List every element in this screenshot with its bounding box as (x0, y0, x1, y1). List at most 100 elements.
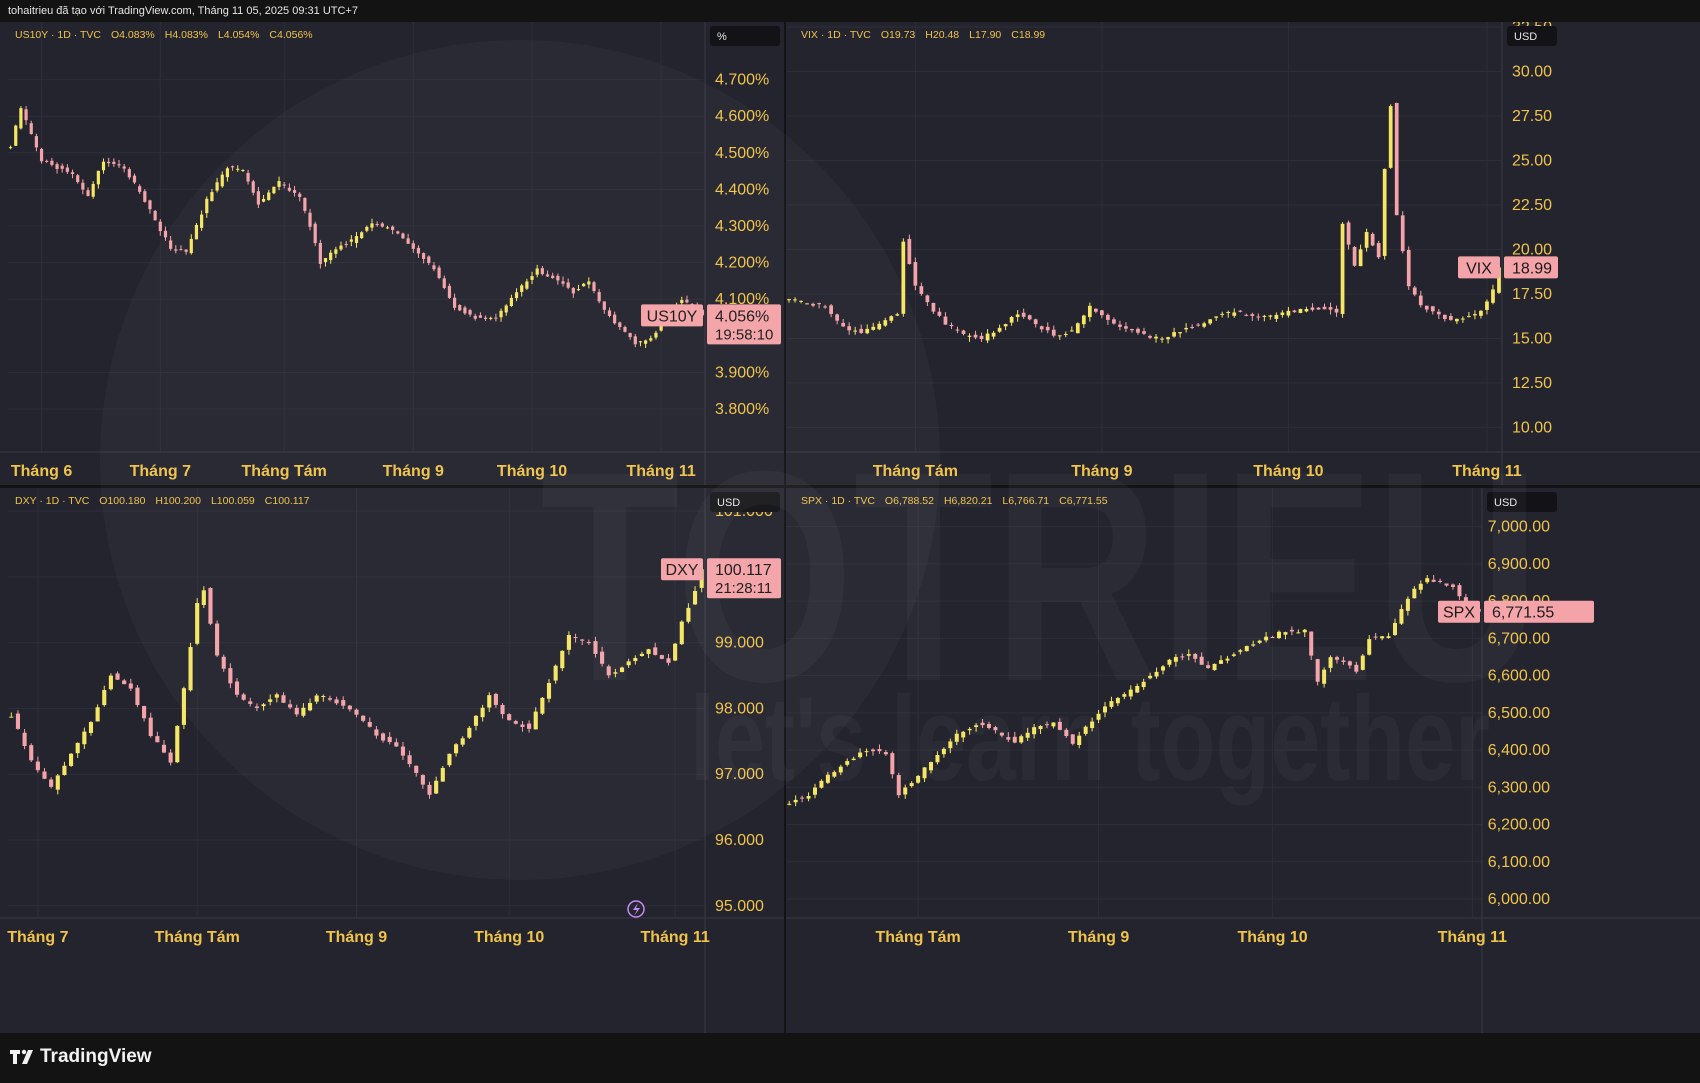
candle[interactable] (811, 302, 815, 308)
candle[interactable] (799, 300, 803, 304)
candle[interactable] (1354, 661, 1359, 674)
candle[interactable] (1418, 290, 1423, 308)
candle[interactable] (864, 748, 869, 757)
candle[interactable] (1436, 309, 1441, 319)
candle[interactable] (22, 729, 27, 750)
candle[interactable] (248, 697, 253, 707)
candle[interactable] (1208, 318, 1213, 326)
candle[interactable] (527, 720, 532, 733)
candle[interactable] (606, 664, 611, 679)
candle[interactable] (494, 313, 498, 322)
candle[interactable] (175, 725, 180, 763)
candle[interactable] (1268, 314, 1273, 320)
candle[interactable] (586, 639, 591, 645)
candle[interactable] (525, 278, 529, 291)
candle[interactable] (241, 692, 246, 701)
candle[interactable] (230, 165, 235, 171)
candle[interactable] (931, 302, 936, 314)
candle[interactable] (576, 284, 581, 291)
candle[interactable] (380, 222, 384, 228)
candle[interactable] (1341, 656, 1346, 665)
candle[interactable] (1298, 308, 1303, 314)
candle[interactable] (1212, 663, 1217, 671)
candle[interactable] (1202, 321, 1207, 329)
candle[interactable] (8, 145, 13, 150)
candle[interactable] (1219, 655, 1223, 665)
candle[interactable] (1045, 322, 1050, 334)
candle[interactable] (473, 715, 479, 731)
candle[interactable] (974, 723, 979, 732)
candle[interactable] (626, 658, 631, 668)
candle[interactable] (890, 751, 895, 779)
candle[interactable] (374, 726, 379, 739)
candle[interactable] (1070, 734, 1075, 746)
candle[interactable] (901, 238, 906, 317)
candle[interactable] (639, 651, 644, 657)
candle[interactable] (1425, 575, 1430, 584)
candle[interactable] (268, 694, 273, 706)
candle[interactable] (195, 598, 200, 646)
candle[interactable] (102, 685, 107, 707)
candle[interactable] (1382, 168, 1387, 260)
candle[interactable] (387, 732, 392, 745)
candle[interactable] (1302, 628, 1307, 638)
candle[interactable] (468, 308, 472, 317)
candle[interactable] (181, 686, 186, 730)
candle[interactable] (158, 218, 162, 236)
candle[interactable] (1032, 724, 1037, 739)
candle[interactable] (288, 699, 293, 710)
candle[interactable] (210, 188, 214, 202)
candle[interactable] (400, 741, 406, 761)
candle[interactable] (1148, 334, 1152, 340)
candle[interactable] (686, 603, 691, 624)
candle[interactable] (1262, 314, 1267, 322)
currency-badge[interactable] (710, 26, 780, 46)
candle[interactable] (903, 784, 908, 799)
candle[interactable] (1160, 336, 1164, 343)
candle[interactable] (877, 744, 882, 754)
candle[interactable] (174, 245, 178, 254)
candle[interactable] (367, 717, 372, 728)
candle[interactable] (1172, 327, 1176, 338)
candle[interactable] (1173, 654, 1178, 667)
candle[interactable] (1225, 655, 1230, 664)
candle[interactable] (1283, 631, 1288, 640)
last-price-tag[interactable] (1504, 256, 1558, 279)
candle[interactable] (600, 646, 605, 667)
candle[interactable] (267, 189, 271, 201)
candle[interactable] (500, 703, 505, 719)
candle[interactable] (385, 225, 390, 230)
candle[interactable] (560, 650, 565, 672)
candle[interactable] (813, 783, 817, 799)
candle[interactable] (922, 767, 927, 782)
candle[interactable] (1057, 718, 1062, 731)
candle[interactable] (580, 638, 585, 646)
candle[interactable] (832, 770, 837, 778)
candle[interactable] (370, 218, 374, 232)
candle[interactable] (153, 210, 157, 221)
candle[interactable] (1412, 586, 1417, 599)
candle[interactable] (274, 692, 279, 703)
candle[interactable] (499, 308, 503, 322)
candle[interactable] (225, 166, 230, 182)
candle[interactable] (1270, 635, 1275, 639)
candle[interactable] (955, 326, 960, 334)
candle[interactable] (282, 182, 286, 189)
candle[interactable] (1431, 574, 1436, 583)
candle[interactable] (649, 335, 653, 342)
candle[interactable] (1009, 315, 1014, 326)
candle[interactable] (943, 312, 948, 325)
candle[interactable] (1166, 336, 1170, 344)
candle[interactable] (208, 587, 213, 626)
candle[interactable] (847, 322, 852, 335)
candle[interactable] (1206, 661, 1211, 669)
candle[interactable] (148, 199, 152, 214)
candle[interactable] (613, 668, 618, 678)
candle[interactable] (55, 162, 59, 174)
candle[interactable] (1358, 244, 1363, 267)
candle[interactable] (535, 264, 539, 278)
candle[interactable] (45, 159, 49, 163)
candle[interactable] (1142, 327, 1146, 335)
candle[interactable] (1051, 722, 1056, 729)
candle[interactable] (587, 277, 591, 289)
